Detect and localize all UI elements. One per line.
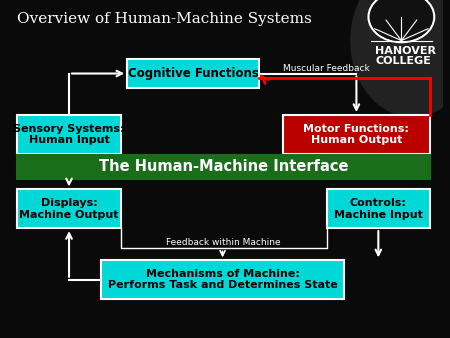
FancyBboxPatch shape — [18, 189, 121, 228]
Text: Motor Functions:
Human Output: Motor Functions: Human Output — [303, 124, 410, 145]
Ellipse shape — [351, 0, 450, 117]
FancyBboxPatch shape — [18, 115, 121, 154]
Text: HANOVER
COLLEGE: HANOVER COLLEGE — [375, 46, 436, 67]
FancyBboxPatch shape — [327, 189, 430, 228]
Text: The Human-Machine Interface: The Human-Machine Interface — [99, 160, 348, 174]
Text: Sensory Systems:
Human Input: Sensory Systems: Human Input — [13, 124, 125, 145]
Text: Mechanisms of Machine:
Performs Task and Determines State: Mechanisms of Machine: Performs Task and… — [108, 269, 338, 290]
FancyBboxPatch shape — [18, 155, 430, 179]
Text: Cognitive Functions: Cognitive Functions — [127, 67, 258, 80]
Text: Feedback within Machine: Feedback within Machine — [166, 238, 281, 247]
Circle shape — [371, 0, 432, 41]
Text: Overview of Human-Machine Systems: Overview of Human-Machine Systems — [18, 12, 312, 26]
Text: Muscular Feedback: Muscular Feedback — [283, 64, 369, 73]
FancyBboxPatch shape — [283, 115, 430, 154]
FancyBboxPatch shape — [127, 59, 259, 88]
FancyBboxPatch shape — [101, 260, 344, 299]
Text: Controls:
Machine Input: Controls: Machine Input — [334, 198, 423, 219]
Text: Displays:
Machine Output: Displays: Machine Output — [19, 198, 119, 219]
